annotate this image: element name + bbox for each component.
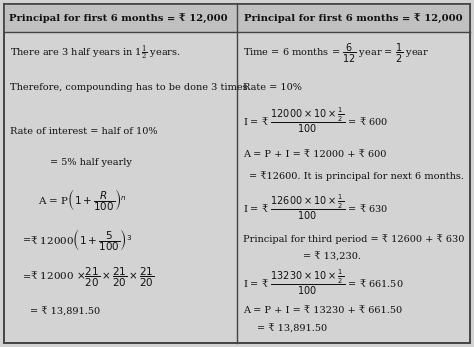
Text: Principal for third period = ₹ 12600 + ₹ 630: Principal for third period = ₹ 12600 + ₹… — [243, 234, 465, 244]
Text: Principal for first 6 months = ₹ 12,000: Principal for first 6 months = ₹ 12,000 — [244, 13, 463, 23]
Bar — [4, 4, 237, 32]
Text: ₹ 12000 $\times\dfrac{21}{20}\times\dfrac{21}{20}\times\dfrac{21}{20}$: ₹ 12000 $\times\dfrac{21}{20}\times\dfra… — [30, 266, 155, 289]
Text: = ₹ 13,891.50: = ₹ 13,891.50 — [30, 307, 100, 316]
Text: ₹ 12000$\left(1+\dfrac{5}{100}\right)^{3}$: ₹ 12000$\left(1+\dfrac{5}{100}\right)^{3… — [30, 227, 132, 253]
Text: Principal for first 6 months = ₹ 12,000: Principal for first 6 months = ₹ 12,000 — [9, 13, 228, 23]
Text: Therefore, compounding has to be done 3 times.: Therefore, compounding has to be done 3 … — [10, 84, 251, 93]
Text: A = P + I = ₹ 12000 + ₹ 600: A = P + I = ₹ 12000 + ₹ 600 — [243, 150, 386, 159]
Text: =: = — [23, 236, 31, 245]
Text: A = P + I = ₹ 13230 + ₹ 661.50: A = P + I = ₹ 13230 + ₹ 661.50 — [243, 306, 402, 315]
Text: Time = 6 months = $\dfrac{6}{12}$ year = $\dfrac{1}{2}$ year: Time = 6 months = $\dfrac{6}{12}$ year =… — [243, 42, 429, 65]
Text: = ₹12600. It is principal for next 6 months.: = ₹12600. It is principal for next 6 mon… — [249, 172, 464, 181]
Text: There are 3 half years in 1$\mathregular{\frac{1}{2}}$ years.: There are 3 half years in 1$\mathregular… — [10, 44, 181, 63]
Text: I = ₹ $\dfrac{12600\times 10\times\frac{1}{2}}{100}$ = ₹ 630: I = ₹ $\dfrac{12600\times 10\times\frac{… — [243, 193, 388, 222]
Text: = ₹ 13,230.: = ₹ 13,230. — [303, 253, 361, 262]
Text: = ₹ 13,891.50: = ₹ 13,891.50 — [257, 324, 327, 333]
Text: =: = — [23, 273, 31, 282]
Text: I = ₹ $\dfrac{13230\times 10\times\frac{1}{2}}{100}$ = ₹ 661.50: I = ₹ $\dfrac{13230\times 10\times\frac{… — [243, 268, 404, 297]
Text: A = P$\left(1+\dfrac{R}{100}\right)^{n}$: A = P$\left(1+\dfrac{R}{100}\right)^{n}$ — [38, 187, 127, 213]
Text: Rate of interest = half of 10%: Rate of interest = half of 10% — [10, 127, 157, 136]
Bar — [237, 4, 470, 32]
Text: = 5% half yearly: = 5% half yearly — [50, 158, 132, 167]
Text: I = ₹ $\dfrac{12000\times 10\times\frac{1}{2}}{100}$ = ₹ 600: I = ₹ $\dfrac{12000\times 10\times\frac{… — [243, 106, 388, 135]
Text: Rate = 10%: Rate = 10% — [243, 84, 302, 93]
